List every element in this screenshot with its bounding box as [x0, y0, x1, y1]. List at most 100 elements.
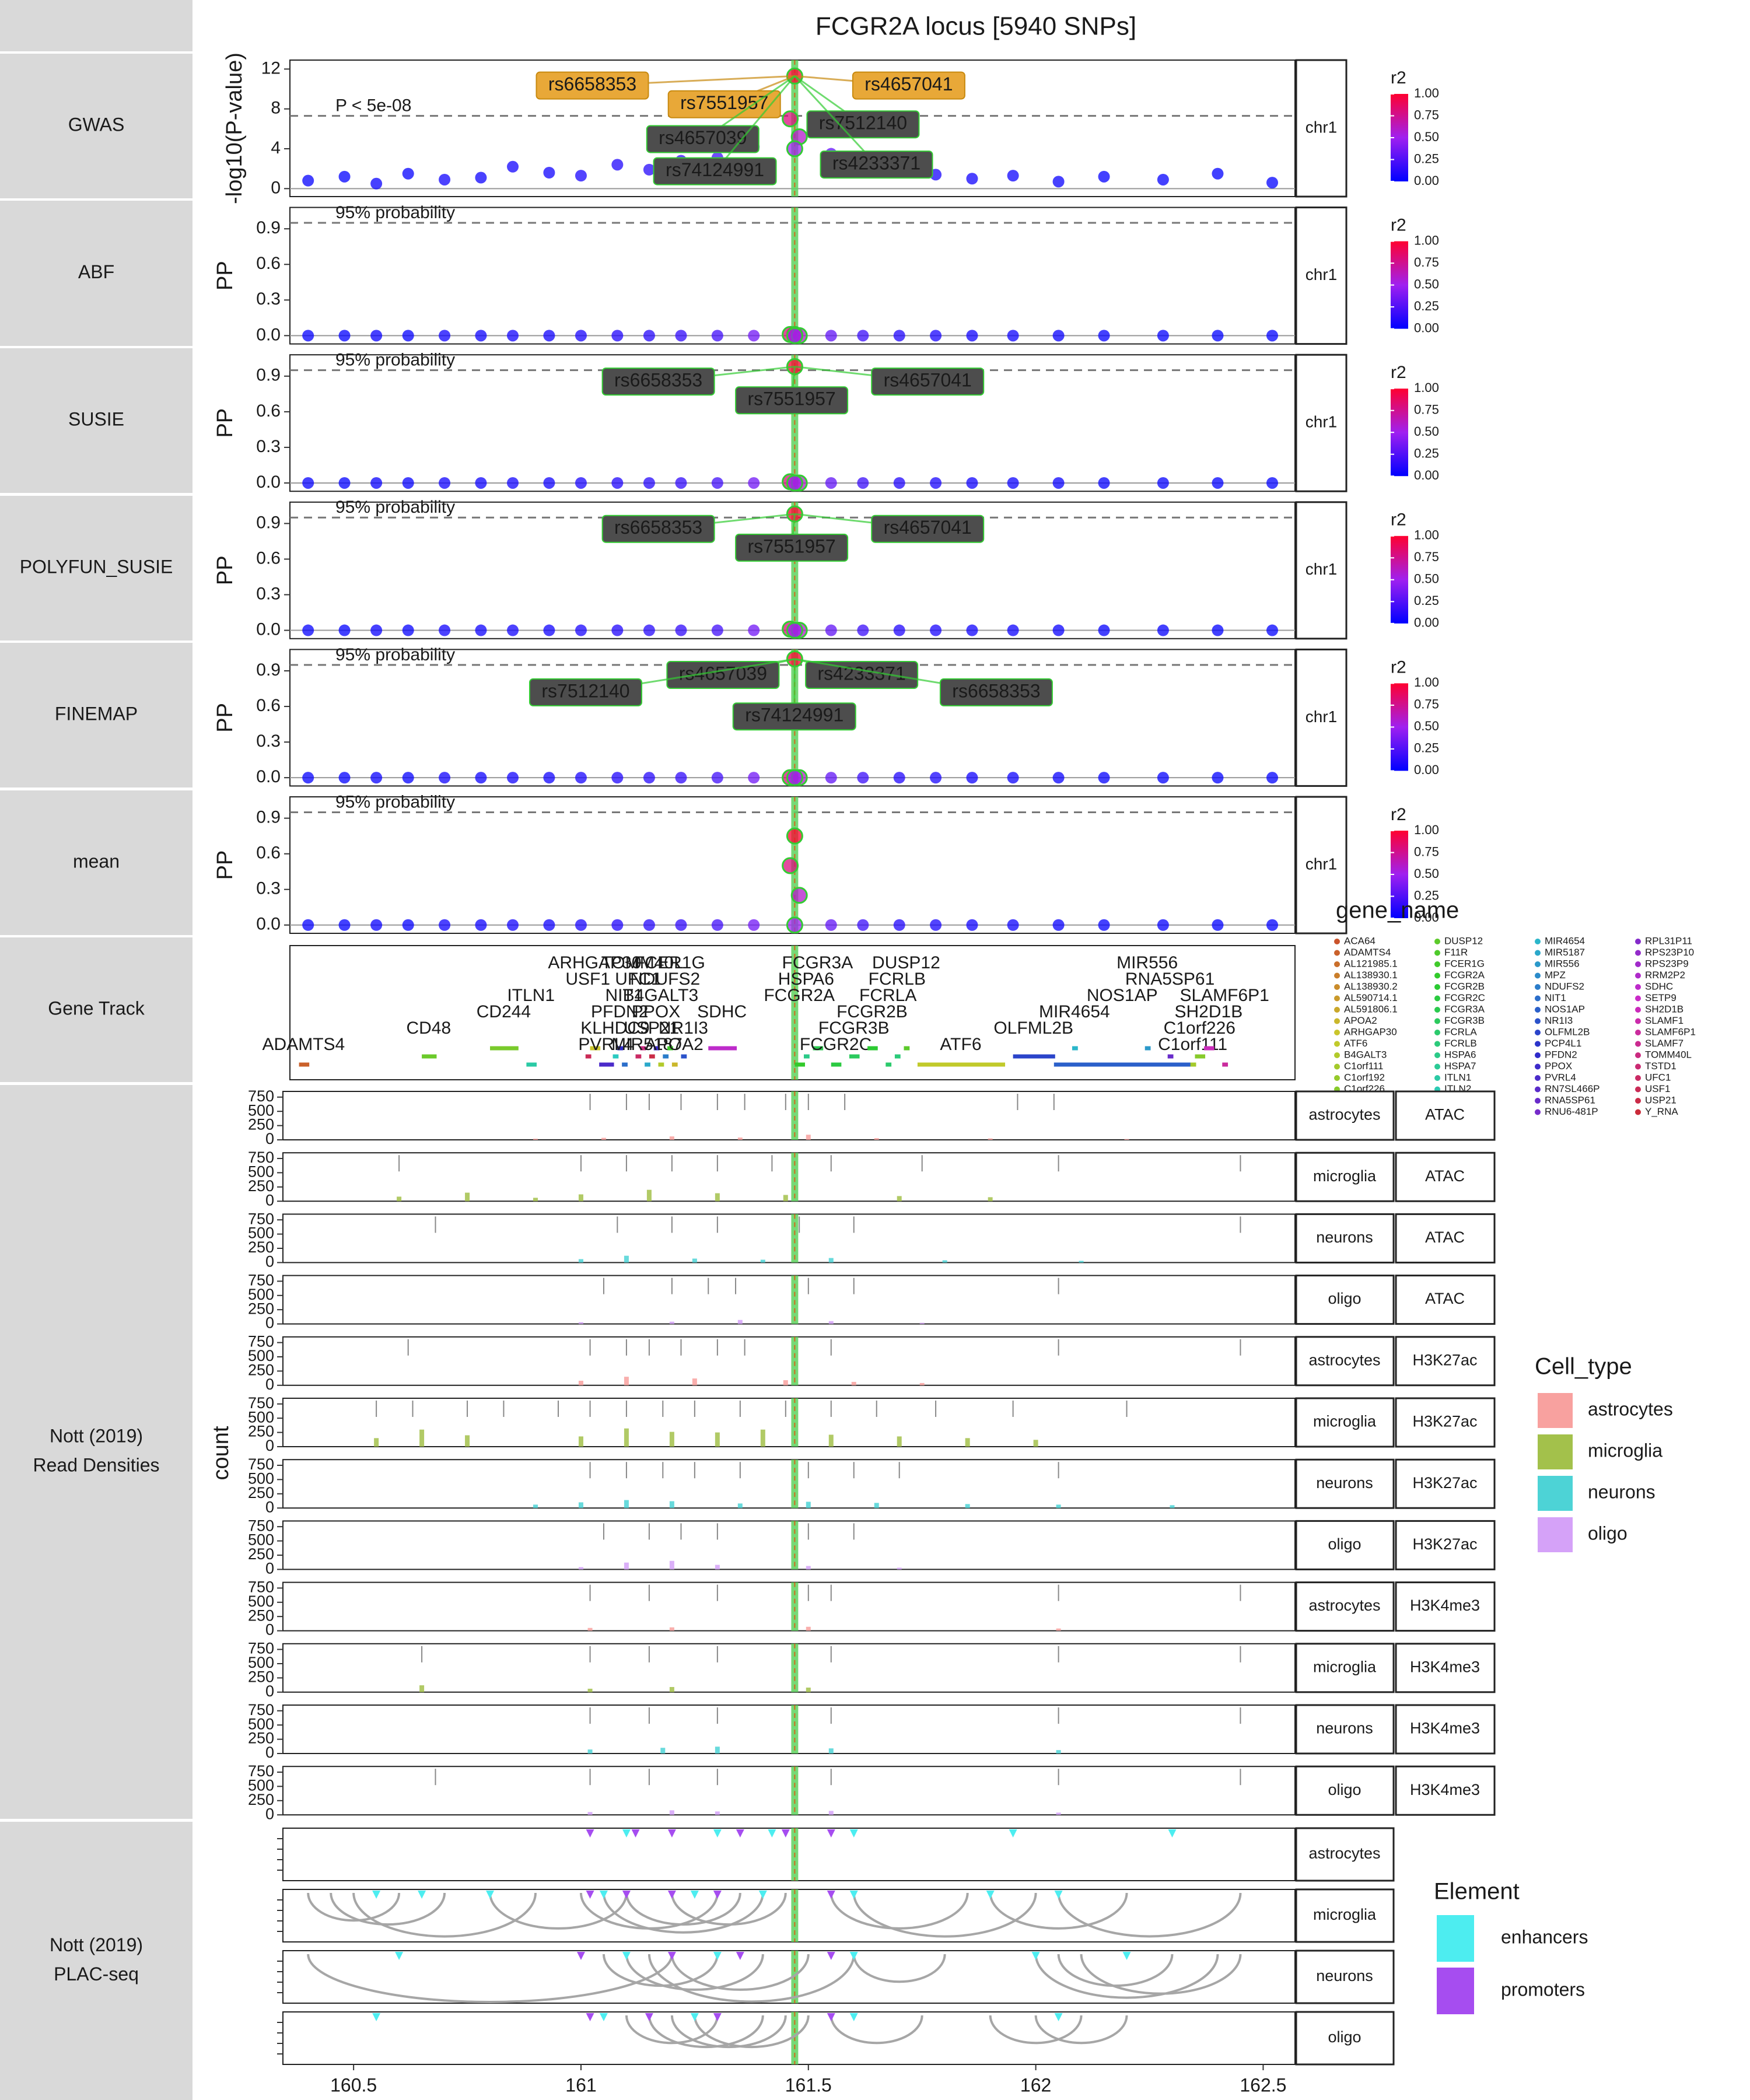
snp-point: [966, 173, 978, 185]
snp-point: [475, 330, 487, 342]
snp-point: [857, 624, 869, 636]
snp-label: rs4657041: [884, 517, 972, 538]
legend-label: FCGR2C: [1444, 992, 1485, 1003]
snp-point: [302, 919, 314, 931]
strip: [1295, 1275, 1395, 1325]
snp-point: [675, 477, 687, 489]
snp-label: rs4657041: [864, 74, 953, 94]
colorbar-label: 0.00: [1414, 320, 1439, 335]
density-bar: [737, 1138, 743, 1140]
legend-title: r2: [1391, 216, 1406, 235]
snp-point: [1098, 919, 1110, 931]
x-tick-label: 162.5: [1240, 2074, 1286, 2095]
legend-label: promoters: [1501, 1979, 1585, 2000]
legend-key: [1434, 995, 1440, 1002]
x-tick-label: 161.5: [785, 2074, 832, 2095]
snp-point: [1052, 176, 1065, 188]
snp-point: [402, 919, 414, 931]
y-tick-label: 250: [248, 1116, 274, 1133]
snp-point: [439, 772, 451, 784]
snp-label: rs7551957: [747, 536, 835, 556]
y-tick-label: 500: [248, 1101, 274, 1119]
snp-point: [675, 330, 687, 342]
snp-point: [1052, 772, 1065, 784]
x-tick-label: 162: [1020, 2074, 1051, 2095]
snp-point: [966, 330, 978, 342]
legend-label: PFDN2: [1545, 1049, 1577, 1060]
legend-key: [1535, 1018, 1541, 1024]
y-tick-label: 0: [265, 1682, 274, 1700]
strip: [1295, 1888, 1395, 1943]
label-connector: [794, 75, 877, 166]
y-tick-label: 500: [248, 1347, 274, 1364]
gene-label: RNA5SP61: [1125, 970, 1214, 989]
snp-point: [1212, 330, 1224, 342]
y-tick-label: 250: [248, 1238, 274, 1256]
gene-label: SH2D1B: [1175, 1002, 1243, 1021]
legend-title: gene_name: [1336, 898, 1459, 923]
density-bar: [874, 1138, 879, 1140]
panel: [282, 1828, 1296, 1881]
y-tick-label: 0.9: [256, 366, 281, 385]
snp-point: [402, 624, 414, 636]
strip-label: ATAC: [1425, 1228, 1465, 1246]
legend-key: [1635, 1075, 1641, 1081]
snp-point: [748, 919, 760, 931]
y-tick-label: 12: [261, 58, 281, 78]
snp-point: [507, 477, 519, 489]
snp-point: [475, 772, 487, 784]
element-marker: [599, 1891, 608, 1899]
legend-key: [1437, 1915, 1474, 1962]
legend-key: [1334, 939, 1340, 944]
legend-key: [1434, 939, 1440, 944]
legend-key: [1635, 1007, 1641, 1013]
snp-point: [786, 474, 803, 492]
snp-point: [611, 477, 624, 489]
y-tick-label: 0: [265, 1130, 274, 1147]
snp-point: [402, 477, 414, 489]
snp-point: [611, 772, 624, 784]
strip: [1295, 1397, 1395, 1448]
legend-label: SLAMF6P1: [1645, 1026, 1696, 1037]
colorbar-label: 0.25: [1414, 299, 1439, 313]
density-bar: [1056, 1812, 1061, 1815]
y-tick-label: 0.3: [256, 437, 281, 456]
y-tick-label: 750: [248, 1640, 274, 1657]
strip-label: chr1: [1306, 413, 1337, 431]
strip: [1395, 1336, 1496, 1387]
legend-key: [1437, 1968, 1474, 2014]
y-tick-label: 0.0: [256, 620, 281, 639]
y-tick-label: 500: [248, 1224, 274, 1242]
density-bar: [760, 1259, 765, 1263]
legend-label: PPOX: [1545, 1060, 1572, 1072]
legend-key: [1334, 972, 1340, 979]
snp-point: [507, 624, 519, 636]
element-marker: [372, 2013, 381, 2021]
legend-key: [1334, 1041, 1340, 1047]
gene-label: CD48: [406, 1019, 451, 1038]
legend-label: neurons: [1588, 1481, 1656, 1502]
panel: [282, 1213, 1296, 1264]
density-bar: [587, 1628, 593, 1631]
panel: [282, 1275, 1296, 1325]
row-strip: [0, 496, 192, 640]
density-bar: [692, 1378, 697, 1385]
snp-point: [825, 330, 837, 342]
gene-label: PFDN2: [591, 1002, 648, 1021]
interaction-arc: [625, 1892, 741, 1926]
colorbar-label: 0.25: [1414, 888, 1439, 902]
legend-label: MIR4654: [1545, 935, 1585, 946]
snp-label: rs6658353: [952, 680, 1040, 701]
density-bar: [1056, 1750, 1061, 1754]
interaction-arc: [830, 2015, 923, 2045]
snp-point: [1052, 919, 1065, 931]
y-tick-label: 750: [248, 1149, 274, 1166]
threshold-label: P < 5e-08: [335, 96, 411, 116]
y-tick-label: 0.6: [256, 254, 281, 273]
legend-label: microglia: [1588, 1440, 1662, 1461]
element-marker: [1122, 1952, 1131, 1960]
legend-label: FCGR2B: [1444, 981, 1485, 992]
strip: [1295, 1765, 1395, 1816]
strip-label: oligo: [1328, 1535, 1361, 1553]
snp-point: [439, 919, 451, 931]
